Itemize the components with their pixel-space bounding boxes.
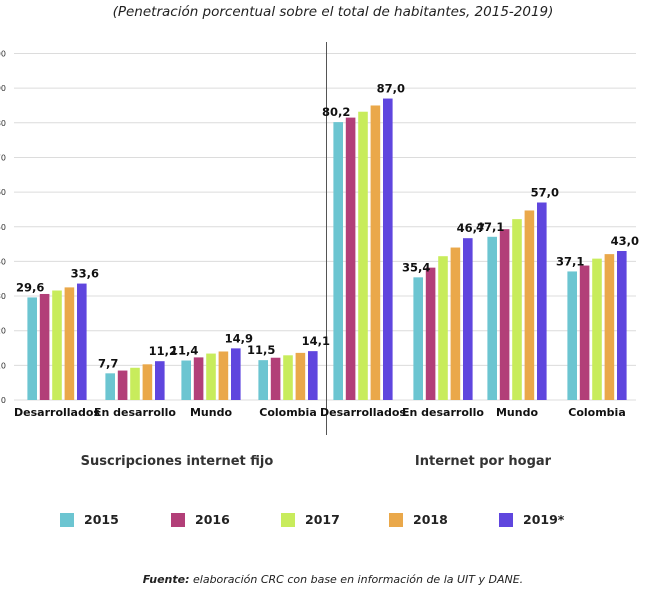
bar-2016 [193,357,204,400]
bar-2015 [105,373,115,400]
data-label: 46,7 [457,221,485,235]
data-label: 57,0 [531,185,559,199]
category-label: En desarrollo [402,406,484,419]
data-label: 11,5 [247,343,275,357]
legend-swatch [60,512,74,527]
data-label: 80,2 [322,105,350,119]
bar-2017 [512,219,522,400]
source-note: Fuente: elaboración CRC con base en info… [0,573,666,586]
bar-2016 [579,265,590,400]
chart-subtitle: (Penetración porcentual sobre el total d… [112,4,554,20]
legend-item: 2015 [60,512,119,527]
data-label: 43,0 [611,234,639,248]
legend-item: 2017 [281,512,340,527]
legend-label: 2017 [305,512,340,527]
category-label: Mundo [190,406,232,419]
bar-2019 [308,351,318,400]
source-text: elaboración CRC con base en información … [193,573,524,586]
bar-2019 [77,283,87,400]
legend-item: 2019* [499,512,564,527]
bar-2018 [142,364,153,400]
bar-2017 [592,258,602,400]
y-tick-label: 0 [1,396,6,405]
bar-2018 [64,287,75,400]
category-label: Colombia [259,406,317,419]
bar-2019 [383,98,393,401]
y-tick-label: 60 [0,188,6,197]
data-label: 33,6 [71,267,99,281]
bar-2018 [295,352,306,400]
bar-2017 [206,353,216,400]
bar-2017 [52,290,62,400]
category-label: En desarrollo [94,406,176,419]
y-tick-label: 80 [0,119,6,128]
bar-2016 [425,267,436,400]
bar-2018 [604,254,615,400]
legend-swatch [281,512,295,527]
bar-2019 [231,348,241,400]
legend-label: 2015 [84,512,119,527]
category-label: Desarrollados [14,406,100,419]
bar-2017 [130,367,140,400]
data-label: 11,2 [149,344,177,358]
data-label: 37,1 [556,254,584,268]
bar-2019 [617,251,627,400]
y-tick-label: 10 [0,361,6,370]
legend: 2015 2016 2017 2018 2019* [0,512,666,532]
data-label: 14,9 [225,331,253,345]
legend-swatch [171,512,185,527]
legend-item: 2016 [171,512,230,527]
y-tick-label: 70 [0,153,6,162]
legend-swatch [499,512,513,527]
y-tick-label: 30 [0,292,6,301]
bar-2015 [333,122,343,401]
bar-2015 [567,271,577,400]
bar-2015 [487,236,497,400]
group-title: Suscripciones internet fijo [81,454,274,469]
bar-2018 [370,105,381,400]
legend-label: 2016 [195,512,230,527]
bar-2018 [450,247,461,400]
bar-2015 [27,297,37,400]
bar-2016 [345,117,356,400]
y-tick-label: 100 [0,50,6,59]
bar-2015 [258,360,268,400]
data-label: 11,4 [170,343,198,357]
bar-2016 [270,357,281,400]
category-label: Desarrollados [320,406,406,419]
bar-2017 [438,256,448,400]
bar-2016 [499,229,510,400]
legend-swatch [389,512,403,527]
y-tick-label: 50 [0,223,6,232]
data-label: 14,1 [302,334,330,348]
bar-2019 [463,238,473,400]
bar-2018 [218,351,229,400]
legend-label: 2018 [413,512,448,527]
data-label: 47,1 [476,220,504,234]
group-title: Internet por hogar [415,454,552,469]
bar-2019 [155,361,165,400]
data-label: 7,7 [98,356,118,370]
data-label: 35,4 [402,260,430,274]
bar-2019 [537,202,547,400]
bar-2016 [39,293,50,400]
y-tick-label: 20 [0,327,6,336]
bar-chart: 0 10 20 30 40 50 60 70 80 90 100 29,6 33,6 Desarrolla… [0,42,639,469]
data-label: 29,6 [16,280,44,294]
bar-2015 [181,360,191,400]
y-tick-label: 90 [0,84,6,93]
category-label: Colombia [568,406,626,419]
bar-2018 [524,210,535,400]
bar-2016 [117,370,128,400]
legend-item: 2018 [389,512,448,527]
bar-2017 [358,111,368,400]
data-label: 87,0 [377,82,405,96]
legend-label: 2019* [523,512,565,527]
bar-2015 [413,277,423,400]
y-tick-label: 40 [0,257,6,266]
bar-2017 [283,355,293,400]
source-label: Fuente: [142,573,190,586]
category-label: Mundo [496,406,538,419]
